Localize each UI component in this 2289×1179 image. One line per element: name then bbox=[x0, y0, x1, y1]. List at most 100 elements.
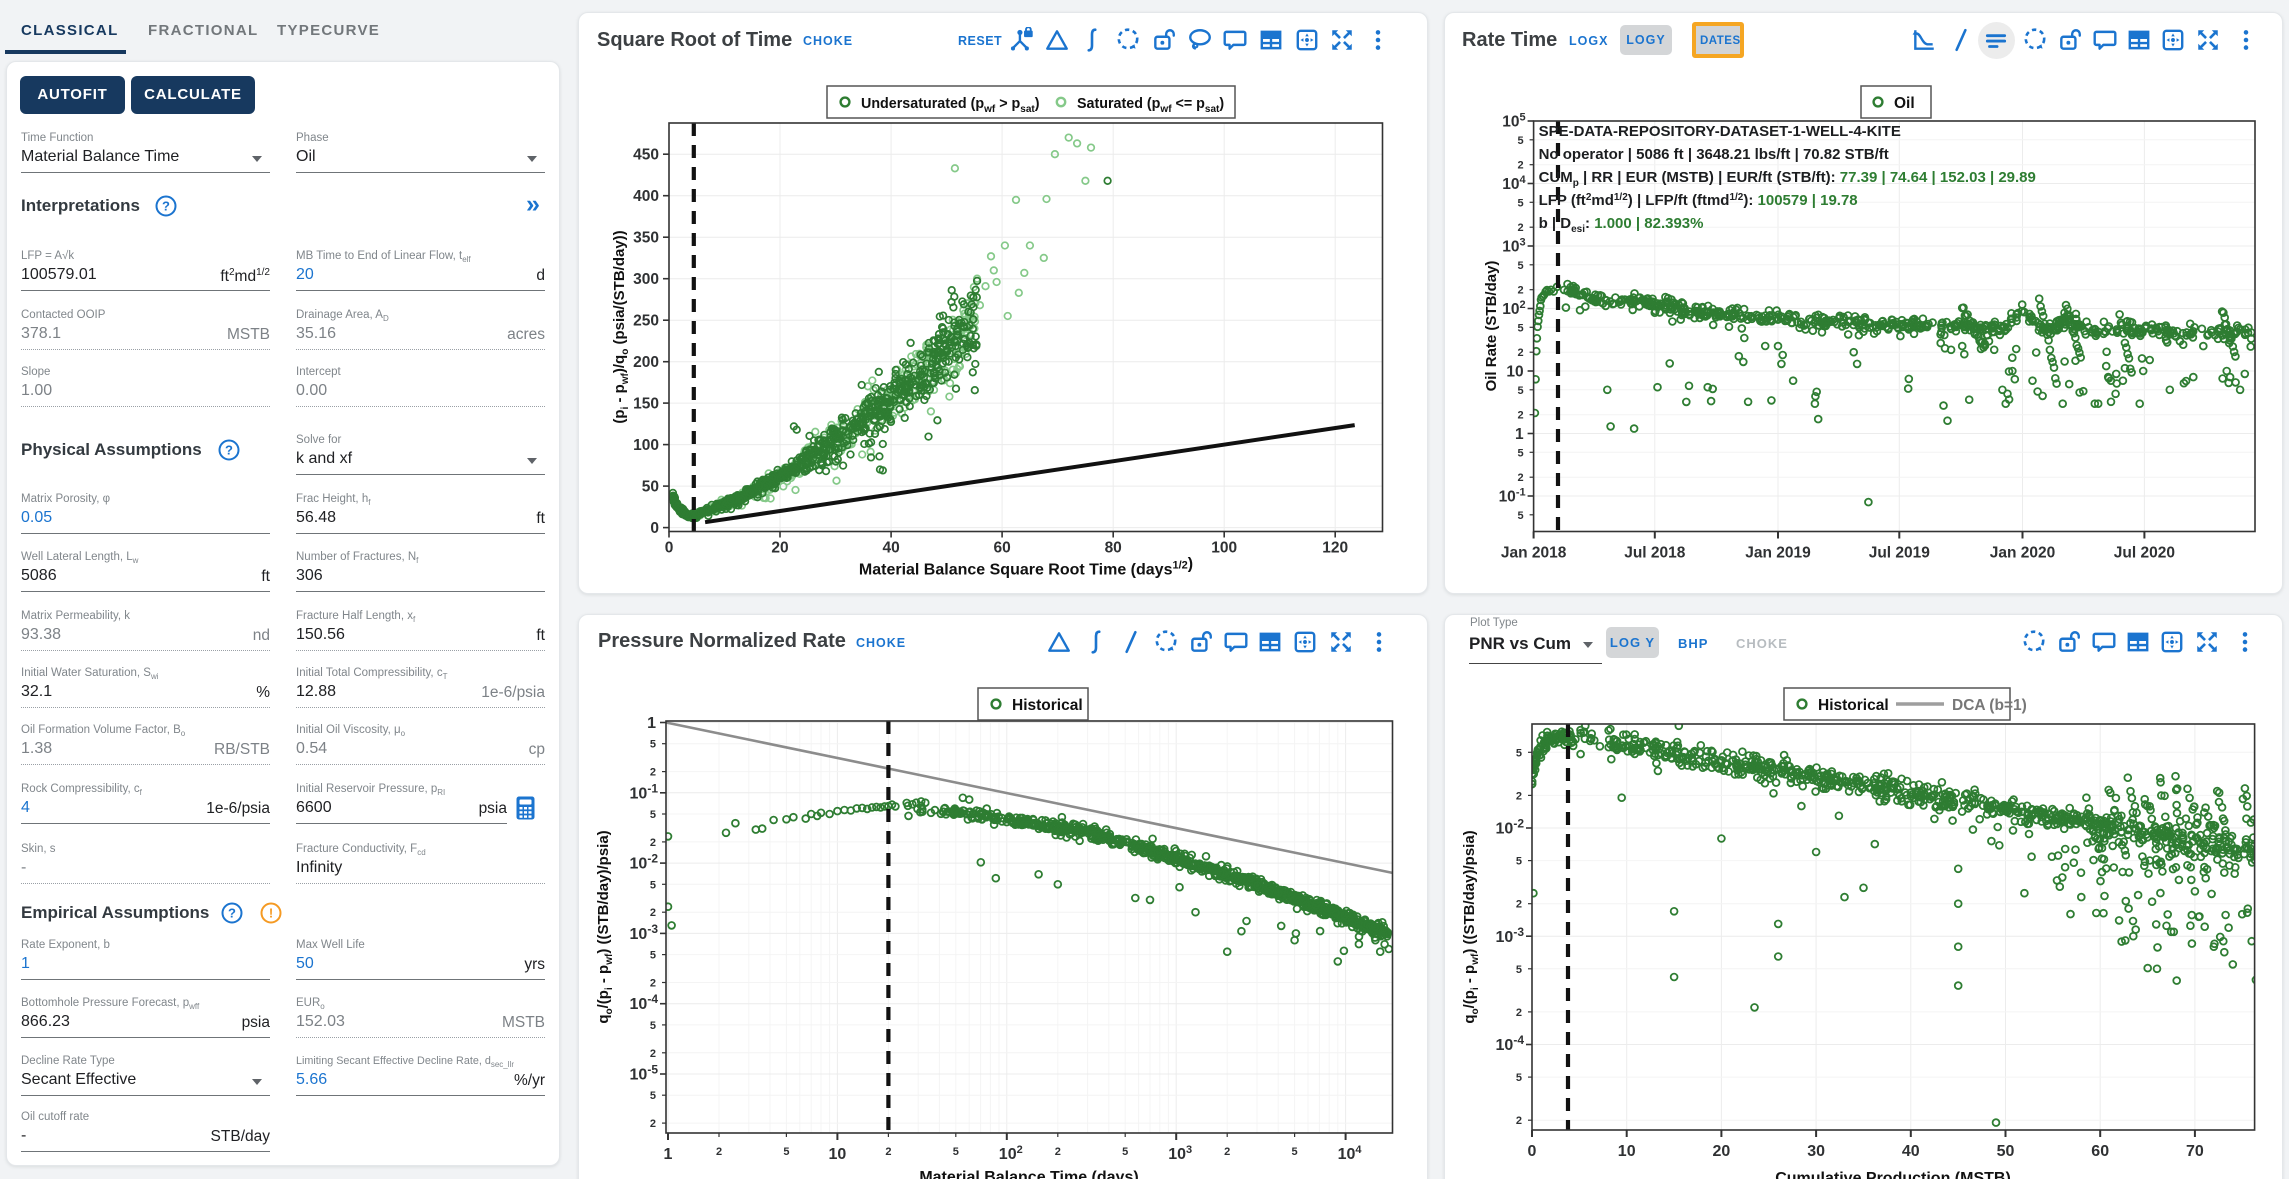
svg-text:60: 60 bbox=[2091, 1143, 2109, 1160]
svg-text:0: 0 bbox=[1528, 1143, 1537, 1160]
svg-text:1: 1 bbox=[647, 715, 656, 732]
svg-text:Jul 2019: Jul 2019 bbox=[1869, 545, 1931, 562]
svg-text:120: 120 bbox=[1322, 540, 1348, 557]
svg-text:10-4: 10-4 bbox=[630, 992, 659, 1013]
svg-text:103: 103 bbox=[1502, 237, 1525, 256]
svg-text:Jul 2020: Jul 2020 bbox=[2114, 545, 2175, 562]
svg-text:2: 2 bbox=[1517, 222, 1523, 234]
svg-text:qo/(pi - pwf) ((STB/day)/psia): qo/(pi - pwf) ((STB/day)/psia) bbox=[1461, 830, 1481, 1023]
svg-text:Jan 2018: Jan 2018 bbox=[1501, 545, 1567, 562]
svg-text:450: 450 bbox=[633, 147, 659, 164]
svg-text:5: 5 bbox=[1516, 964, 1522, 976]
svg-text:5: 5 bbox=[650, 1020, 656, 1032]
svg-text:2: 2 bbox=[1516, 1007, 1522, 1019]
svg-text:2: 2 bbox=[650, 978, 656, 990]
svg-text:30: 30 bbox=[1807, 1143, 1825, 1160]
svg-text:10: 10 bbox=[829, 1146, 847, 1163]
svg-text:10-3: 10-3 bbox=[630, 922, 659, 943]
svg-text:2: 2 bbox=[716, 1146, 722, 1158]
svg-text:5: 5 bbox=[1516, 1072, 1522, 1084]
svg-text:5: 5 bbox=[650, 739, 656, 751]
svg-text:20: 20 bbox=[1713, 1143, 1731, 1160]
svg-text:Undersaturated (pwf > psat): Undersaturated (pwf > psat) bbox=[861, 96, 1040, 115]
svg-text:Oil: Oil bbox=[1894, 95, 1915, 112]
svg-text:2: 2 bbox=[1517, 347, 1523, 359]
svg-text:LFP (ft2md1/2) | LFP/ft (ftmd1: LFP (ft2md1/2) | LFP/ft (ftmd1/2): 10057… bbox=[1539, 192, 1858, 209]
svg-text:!: ! bbox=[269, 906, 273, 921]
svg-text:5: 5 bbox=[1292, 1146, 1298, 1158]
svg-text:5: 5 bbox=[783, 1146, 789, 1158]
svg-text:5: 5 bbox=[1517, 135, 1523, 147]
svg-text:50: 50 bbox=[642, 479, 659, 496]
svg-text:400: 400 bbox=[633, 188, 659, 205]
svg-text:qo/(pi - pwf) ((STB/day)/psia): qo/(pi - pwf) ((STB/day)/psia) bbox=[595, 830, 615, 1023]
svg-text:(pi - pwf)/qo (psia/(STB/day)): (pi - pwf)/qo (psia/(STB/day)) bbox=[611, 230, 631, 423]
svg-text:150: 150 bbox=[633, 396, 659, 413]
svg-text:2: 2 bbox=[1517, 285, 1523, 297]
svg-text:2: 2 bbox=[650, 767, 656, 779]
svg-text:Jul 2018: Jul 2018 bbox=[1624, 545, 1686, 562]
svg-text:250: 250 bbox=[633, 313, 659, 330]
svg-text:10-1: 10-1 bbox=[630, 781, 659, 802]
svg-text:2: 2 bbox=[1516, 790, 1522, 802]
svg-text:10: 10 bbox=[1506, 364, 1523, 381]
svg-text:104: 104 bbox=[1338, 1144, 1363, 1163]
svg-text:2: 2 bbox=[650, 907, 656, 919]
svg-text:5: 5 bbox=[1517, 510, 1523, 522]
svg-text:No operator | 5086 ft | 3648.2: No operator | 5086 ft | 3648.21 lbs/ft |… bbox=[1539, 146, 1889, 163]
svg-text:2: 2 bbox=[650, 1048, 656, 1060]
svg-text:10-3: 10-3 bbox=[1496, 925, 1525, 946]
svg-text:2: 2 bbox=[1517, 160, 1523, 172]
svg-text:350: 350 bbox=[633, 230, 659, 247]
svg-text:b | Desi: 1.000 | 82.393%: b | Desi: 1.000 | 82.393% bbox=[1539, 215, 1704, 235]
svg-text:5: 5 bbox=[1517, 197, 1523, 209]
svg-text:102: 102 bbox=[999, 1144, 1023, 1163]
svg-text:5: 5 bbox=[650, 809, 656, 821]
svg-text:102: 102 bbox=[1502, 299, 1525, 318]
svg-text:0: 0 bbox=[665, 540, 674, 557]
svg-text:60: 60 bbox=[993, 540, 1010, 557]
svg-text:10-5: 10-5 bbox=[630, 1063, 659, 1084]
svg-text:103: 103 bbox=[1168, 1144, 1192, 1163]
svg-text:5: 5 bbox=[953, 1146, 959, 1158]
svg-text:10: 10 bbox=[1618, 1143, 1636, 1160]
svg-text:Saturated (pwf <= psat): Saturated (pwf <= psat) bbox=[1077, 96, 1224, 115]
svg-text:40: 40 bbox=[882, 540, 899, 557]
svg-text:2: 2 bbox=[650, 1118, 656, 1130]
svg-text:5: 5 bbox=[1516, 747, 1522, 759]
svg-text:Material Balance Square Root T: Material Balance Square Root Time (days1… bbox=[859, 556, 1193, 579]
svg-text:100: 100 bbox=[1211, 540, 1237, 557]
svg-text:5: 5 bbox=[1517, 447, 1523, 459]
svg-text:5: 5 bbox=[650, 950, 656, 962]
svg-text:80: 80 bbox=[1105, 540, 1122, 557]
svg-text:200: 200 bbox=[633, 354, 659, 371]
svg-text:5: 5 bbox=[650, 1090, 656, 1102]
svg-text:2: 2 bbox=[885, 1146, 891, 1158]
svg-text:100: 100 bbox=[633, 437, 659, 454]
svg-text:104: 104 bbox=[1502, 174, 1526, 193]
svg-text:10-2: 10-2 bbox=[630, 852, 659, 873]
svg-text:Oil Rate (STB/day): Oil Rate (STB/day) bbox=[1483, 261, 1500, 392]
svg-text:5: 5 bbox=[1122, 1146, 1128, 1158]
svg-text:5: 5 bbox=[1517, 322, 1523, 334]
svg-text:2: 2 bbox=[650, 837, 656, 849]
svg-text:CUMp | RR | EUR (MSTB) | EUR/f: CUMp | RR | EUR (MSTB) | EUR/ft (STB/ft)… bbox=[1539, 169, 2036, 189]
svg-text:20: 20 bbox=[771, 540, 788, 557]
svg-text:10-1: 10-1 bbox=[1499, 487, 1526, 506]
svg-text:2: 2 bbox=[1516, 1115, 1522, 1127]
svg-text:?: ? bbox=[162, 199, 170, 214]
svg-text:Cumulative Production (MSTB): Cumulative Production (MSTB) bbox=[1775, 1170, 2011, 1179]
svg-text:50: 50 bbox=[1997, 1143, 2015, 1160]
svg-text:2: 2 bbox=[1517, 410, 1523, 422]
svg-text:5: 5 bbox=[650, 879, 656, 891]
svg-text:1: 1 bbox=[664, 1146, 673, 1163]
svg-text:70: 70 bbox=[2186, 1143, 2204, 1160]
svg-text:2: 2 bbox=[1224, 1146, 1230, 1158]
svg-text:?: ? bbox=[225, 443, 233, 458]
svg-text:10-4: 10-4 bbox=[1496, 1033, 1525, 1054]
svg-text:Material Balance Time (days): Material Balance Time (days) bbox=[919, 1169, 1138, 1179]
svg-text:105: 105 bbox=[1502, 112, 1525, 131]
svg-text:?: ? bbox=[228, 906, 236, 921]
svg-text:300: 300 bbox=[633, 271, 659, 288]
svg-text:10-2: 10-2 bbox=[1496, 817, 1525, 838]
